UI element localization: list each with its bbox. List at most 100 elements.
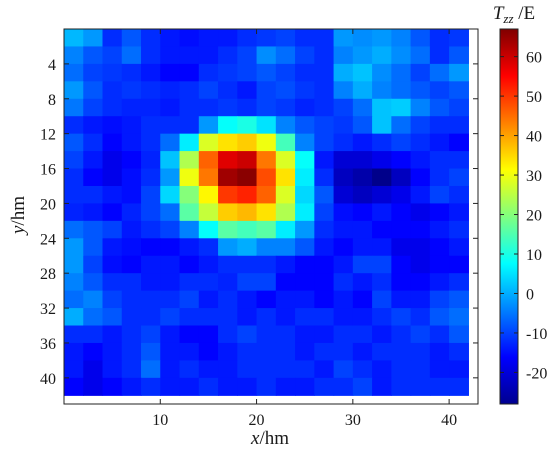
heatmap-cell bbox=[352, 46, 373, 65]
heatmap-cell bbox=[102, 238, 123, 257]
heatmap-cell bbox=[352, 325, 373, 344]
heatmap-cell bbox=[410, 273, 431, 292]
heatmap-cell bbox=[372, 203, 392, 222]
heatmap-cell bbox=[275, 377, 296, 396]
heatmap-cell bbox=[275, 255, 296, 274]
heatmap-cell bbox=[410, 325, 431, 344]
heatmap-cell bbox=[64, 29, 84, 48]
colorbar-ticks: -20 -10 0 10 20 30 40 50 60 bbox=[500, 50, 547, 382]
heatmap-cell bbox=[198, 325, 219, 344]
heatmap-cell bbox=[141, 290, 161, 309]
heatmap-cell bbox=[410, 63, 431, 82]
heatmap-cell bbox=[237, 273, 258, 292]
heatmap-cell bbox=[372, 290, 392, 309]
heatmap-cell bbox=[275, 290, 296, 309]
heatmap-cell bbox=[121, 116, 142, 135]
heatmap-cell bbox=[83, 185, 104, 205]
heatmap-cell bbox=[391, 81, 412, 100]
heatmap-cell bbox=[295, 116, 315, 135]
colorbar-tick-label: 0 bbox=[526, 286, 534, 303]
heatmap-cell bbox=[160, 220, 181, 239]
heatmap-cell bbox=[64, 325, 84, 344]
heatmap-cell bbox=[449, 360, 469, 379]
heatmap-cell bbox=[372, 151, 392, 170]
heatmap-cell bbox=[237, 151, 258, 170]
heatmap-cell bbox=[391, 168, 412, 187]
heatmap-cell bbox=[237, 29, 258, 48]
heatmap-cell bbox=[429, 325, 450, 344]
heatmap-cell bbox=[410, 151, 431, 170]
heatmap-cell bbox=[102, 377, 123, 396]
heatmap-cell bbox=[275, 29, 296, 48]
heatmap-cell bbox=[352, 81, 373, 100]
colorbar-tick-label: 20 bbox=[526, 208, 542, 225]
heatmap-cell bbox=[64, 63, 84, 82]
heatmap-cell bbox=[64, 377, 84, 396]
heatmap-cell bbox=[295, 360, 315, 379]
heatmap-cell bbox=[391, 255, 412, 274]
heatmap-cell bbox=[121, 168, 142, 187]
heatmap-cell bbox=[83, 325, 104, 344]
heatmap-cell bbox=[160, 203, 181, 222]
heatmap-cell bbox=[237, 81, 258, 100]
heatmap-cell bbox=[83, 360, 104, 379]
heatmap-cell bbox=[64, 151, 84, 170]
heatmap-cell bbox=[352, 377, 373, 396]
heatmap-cell bbox=[275, 238, 296, 257]
heatmap-cell bbox=[160, 360, 181, 379]
x-axis-title: x/hm bbox=[250, 428, 289, 449]
heatmap-cell bbox=[237, 168, 258, 187]
heatmap-cell bbox=[295, 255, 315, 274]
heatmap-cell bbox=[314, 308, 335, 327]
heatmap-cell bbox=[352, 308, 373, 327]
heatmap-cell bbox=[275, 98, 296, 117]
heatmap-cell bbox=[141, 185, 161, 205]
heatmap-cell bbox=[314, 168, 335, 187]
heatmap-cell bbox=[121, 360, 142, 379]
colorbar bbox=[499, 28, 519, 405]
heatmap-cell bbox=[121, 308, 142, 327]
heatmap-cell bbox=[141, 168, 161, 187]
heatmap-cell bbox=[198, 290, 219, 309]
heatmap-cell bbox=[256, 203, 277, 222]
heatmap-cell bbox=[333, 273, 354, 292]
heatmap-cell bbox=[237, 255, 258, 274]
heatmap-cell bbox=[449, 203, 469, 222]
heatmap-cell bbox=[141, 377, 161, 396]
heatmap-cell bbox=[372, 81, 392, 100]
heatmap-cell bbox=[410, 168, 431, 187]
heatmap-cell bbox=[391, 290, 412, 309]
heatmap-cell bbox=[218, 255, 238, 274]
heatmap-cell bbox=[218, 185, 238, 205]
heatmap-cell bbox=[352, 63, 373, 82]
heatmap-cell bbox=[179, 290, 200, 309]
heatmap-cell bbox=[429, 133, 450, 152]
heatmap-cell bbox=[160, 151, 181, 170]
heatmap-cell bbox=[64, 168, 84, 187]
heatmap-cell bbox=[333, 325, 354, 344]
heatmap-cell bbox=[83, 255, 104, 274]
y-axis-title: y/hm bbox=[8, 196, 29, 236]
heatmap-cell bbox=[429, 377, 450, 396]
heatmap-cell bbox=[64, 360, 84, 379]
y-tick-label: 12 bbox=[40, 127, 56, 144]
heatmap-cell bbox=[102, 168, 123, 187]
heatmap-cell bbox=[141, 220, 161, 239]
heatmap-cell bbox=[102, 98, 123, 117]
heatmap-cell bbox=[449, 168, 469, 187]
heatmap-cell bbox=[314, 255, 335, 274]
heatmap-cell bbox=[372, 325, 392, 344]
heatmap-cell bbox=[333, 342, 354, 361]
heatmap-cell bbox=[160, 238, 181, 257]
heatmap-cell bbox=[198, 185, 219, 205]
heatmap-cell bbox=[449, 81, 469, 100]
heatmap-cell bbox=[333, 203, 354, 222]
heatmap-cell bbox=[410, 220, 431, 239]
heatmap-cell bbox=[314, 325, 335, 344]
heatmap-cell bbox=[314, 63, 335, 82]
heatmap-cell bbox=[372, 255, 392, 274]
heatmap-cell bbox=[121, 133, 142, 152]
heatmap-cell bbox=[102, 290, 123, 309]
heatmap-cell bbox=[141, 308, 161, 327]
heatmap-cell bbox=[314, 133, 335, 152]
